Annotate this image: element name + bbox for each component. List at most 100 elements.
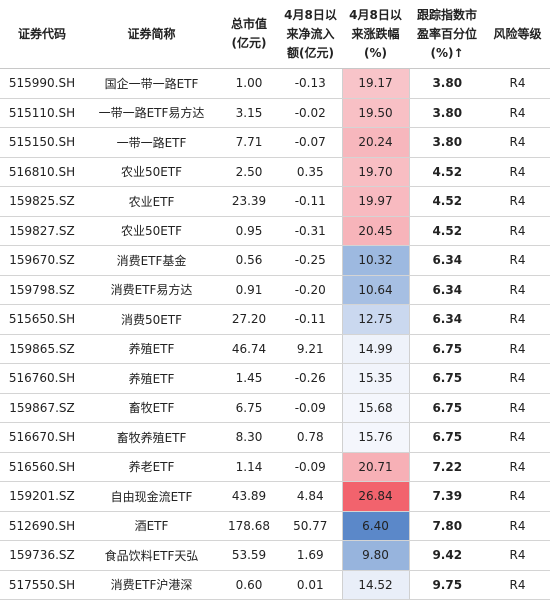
net-inflow-cell: 0.35 — [279, 157, 342, 187]
security-name-cell: 养殖ETF — [84, 334, 219, 364]
pe-percentile-cell: 7.39 — [409, 481, 485, 512]
risk-level-header-line: 风险等级 — [493, 26, 542, 41]
table-row: 515650.SH 消费50ETF 27.20 -0.11 12.75 6.34 R4 — [0, 304, 550, 335]
market-cap-cell: 53.59 — [219, 540, 279, 571]
security-name-cell: 消费50ETF — [84, 304, 219, 335]
pe-percentile-cell: 6.34 — [409, 275, 485, 305]
change-cell: 6.40 — [341, 511, 410, 541]
pe-percentile-header-line: 盈率百分位 — [416, 26, 477, 41]
code-header: 证券代码 — [0, 0, 84, 69]
security-code-cell: 515150.SH — [0, 127, 84, 158]
net-inflow-cell: -0.31 — [279, 216, 342, 246]
net-inflow-cell: 1.69 — [279, 540, 342, 571]
pe-percentile-cell: 6.75 — [409, 422, 485, 453]
net-inflow-cell: -0.20 — [279, 275, 342, 305]
market-cap-cell: 7.71 — [219, 127, 279, 158]
net-inflow-cell: -0.07 — [279, 127, 342, 158]
change-header-line: 4月8日以 — [349, 7, 402, 22]
risk-level-cell: R4 — [485, 570, 550, 600]
change-cell: 15.76 — [341, 422, 410, 453]
pe-percentile-cell: 9.75 — [409, 570, 485, 600]
security-code-cell: 159825.SZ — [0, 186, 84, 217]
security-code-cell: 516560.SH — [0, 452, 84, 482]
pe-percentile-cell: 6.75 — [409, 334, 485, 364]
change-cell: 19.97 — [341, 186, 410, 217]
net-inflow-cell: -0.25 — [279, 245, 342, 276]
security-name-cell: 畜牧ETF — [84, 393, 219, 423]
market-cap-cell: 23.39 — [219, 186, 279, 217]
risk-level-cell: R4 — [485, 393, 550, 423]
change-cell: 15.35 — [341, 363, 410, 394]
table-row: 159867.SZ 畜牧ETF 6.75 -0.09 15.68 6.75 R4 — [0, 393, 550, 423]
risk-level-cell: R4 — [485, 422, 550, 453]
security-name-cell: 养老ETF — [84, 452, 219, 482]
risk-level-cell: R4 — [485, 157, 550, 187]
change-cell: 20.45 — [341, 216, 410, 246]
security-name-cell: 自由现金流ETF — [84, 481, 219, 512]
risk-level-cell: R4 — [485, 68, 550, 99]
change-cell: 14.52 — [341, 570, 410, 600]
market-cap-cell: 1.14 — [219, 452, 279, 482]
table-row: 159865.SZ 养殖ETF 46.74 9.21 14.99 6.75 R4 — [0, 334, 550, 364]
market-cap-header: 总市值 (亿元) — [219, 0, 279, 69]
change-cell: 20.24 — [341, 127, 410, 158]
security-code-cell: 159827.SZ — [0, 216, 84, 246]
net-inflow-cell: -0.02 — [279, 98, 342, 128]
pe-percentile-cell: 3.80 — [409, 98, 485, 128]
net-inflow-cell: 4.84 — [279, 481, 342, 512]
security-code-cell: 159670.SZ — [0, 245, 84, 276]
risk-level-cell: R4 — [485, 363, 550, 394]
market-cap-cell: 3.15 — [219, 98, 279, 128]
risk-level-cell: R4 — [485, 481, 550, 512]
table-row: 159825.SZ 农业ETF 23.39 -0.11 19.97 4.52 R4 — [0, 186, 550, 217]
market-cap-cell: 46.74 — [219, 334, 279, 364]
change-header-line: 来涨跌幅 — [351, 26, 400, 41]
net-inflow-cell: -0.26 — [279, 363, 342, 394]
market-cap-cell: 0.60 — [219, 570, 279, 600]
risk-level-cell: R4 — [485, 216, 550, 246]
security-code-cell: 159736.SZ — [0, 540, 84, 571]
table-row: 159736.SZ 食品饮料ETF天弘 53.59 1.69 9.80 9.42 R4 — [0, 540, 550, 571]
security-code-cell: 159865.SZ — [0, 334, 84, 364]
security-code-cell: 515990.SH — [0, 68, 84, 99]
pe-percentile-cell: 3.80 — [409, 127, 485, 158]
market-cap-cell: 178.68 — [219, 511, 279, 541]
risk-level-cell: R4 — [485, 334, 550, 364]
change-cell: 9.80 — [341, 540, 410, 571]
security-code-cell: 515110.SH — [0, 98, 84, 128]
name-header: 证券简称 — [84, 0, 219, 69]
risk-level-cell: R4 — [485, 275, 550, 305]
table-body: 515990.SH 国企一带一路ETF 1.00 -0.13 19.17 3.80 R4 51… — [0, 68, 550, 600]
risk-level-cell: R4 — [485, 452, 550, 482]
risk-level-cell: R4 — [485, 98, 550, 128]
change-cell: 14.99 — [341, 334, 410, 364]
pe-percentile-cell: 6.34 — [409, 304, 485, 335]
security-code-cell: 516810.SH — [0, 157, 84, 187]
table-row: 515110.SH 一带一路ETF易方达 3.15 -0.02 19.50 3.80 R4 — [0, 98, 550, 128]
risk-level-header: 风险等级 — [485, 0, 550, 69]
net-inflow-cell: -0.13 — [279, 68, 342, 99]
change-header-line: (%) — [364, 45, 387, 60]
net-inflow-header-line: 来净流入 — [286, 26, 335, 41]
table-row: 515150.SH 一带一路ETF 7.71 -0.07 20.24 3.80 R4 — [0, 127, 550, 158]
market-cap-cell: 1.00 — [219, 68, 279, 99]
pe-percentile-cell: 9.42 — [409, 540, 485, 571]
security-name-cell: 消费ETF沪港深 — [84, 570, 219, 600]
table-row: 516670.SH 畜牧养殖ETF 8.30 0.78 15.76 6.75 R4 — [0, 422, 550, 453]
security-name-cell: 一带一路ETF — [84, 127, 219, 158]
security-code-cell: 512690.SH — [0, 511, 84, 541]
table-row: 159201.SZ 自由现金流ETF 43.89 4.84 26.84 7.39 R4 — [0, 481, 550, 512]
security-name-cell: 国企一带一路ETF — [84, 68, 219, 99]
security-name-cell: 酒ETF — [84, 511, 219, 541]
market-cap-cell: 0.56 — [219, 245, 279, 276]
market-cap-cell: 0.91 — [219, 275, 279, 305]
pe-percentile-cell: 7.80 — [409, 511, 485, 541]
risk-level-cell: R4 — [485, 245, 550, 276]
net-inflow-header: 4月8日以 来净流入 额(亿元) — [279, 0, 342, 69]
change-cell: 19.50 — [341, 98, 410, 128]
change-cell: 19.17 — [341, 68, 410, 99]
table-row: 515990.SH 国企一带一路ETF 1.00 -0.13 19.17 3.80 R4 — [0, 68, 550, 99]
market-cap-cell: 0.95 — [219, 216, 279, 246]
name-header-line: 证券简称 — [127, 26, 176, 41]
